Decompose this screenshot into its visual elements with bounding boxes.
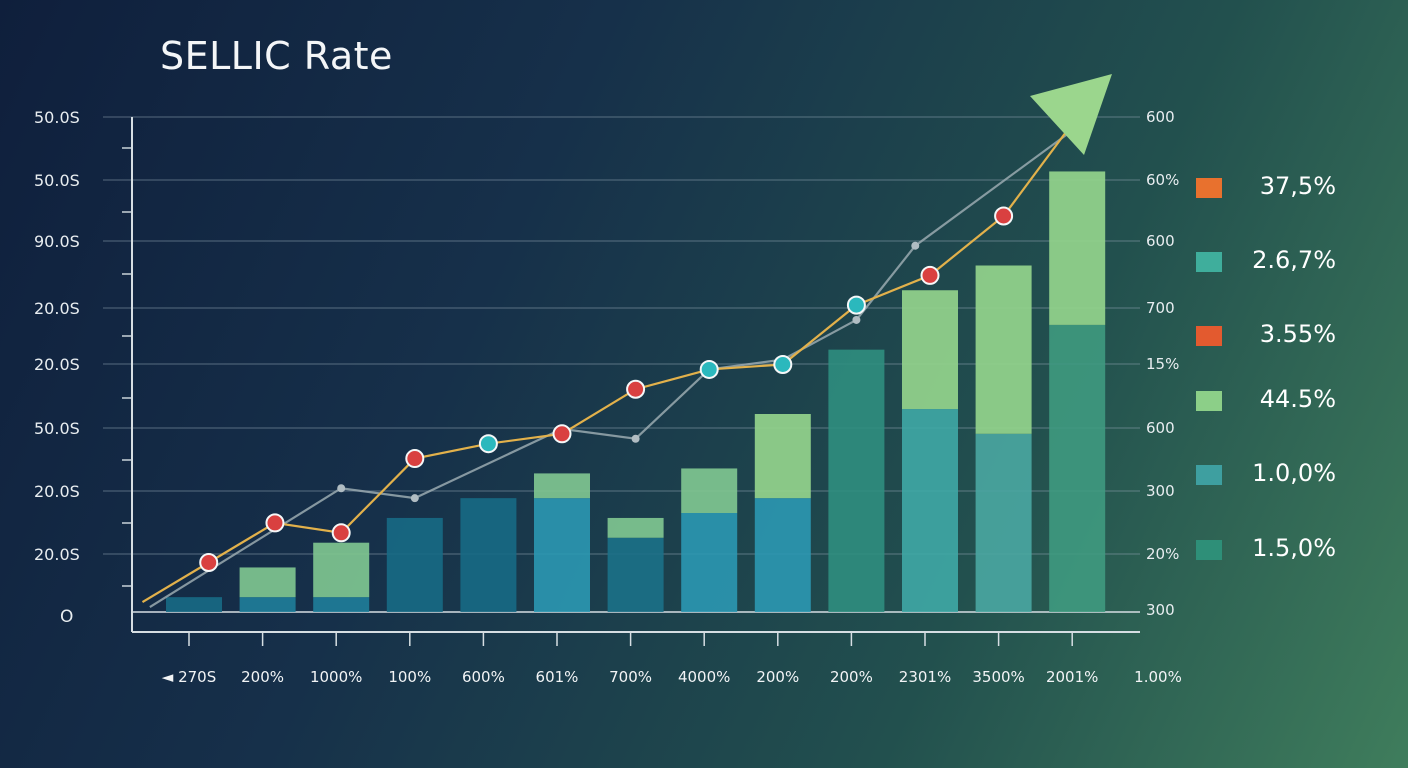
legend-swatch [1196, 540, 1222, 560]
data-point [199, 553, 219, 572]
x-tick-label: 200% [756, 668, 799, 686]
bar-segment [902, 290, 958, 410]
legend-swatch [1196, 178, 1222, 198]
y2-tick-label: 600 [1146, 108, 1175, 126]
data-point-gray [911, 241, 920, 250]
data-point [846, 295, 866, 315]
y-tick-label: 50.0S [34, 171, 80, 190]
bar-segment [754, 414, 811, 499]
data-point [405, 449, 425, 469]
x-tick-label: 700% [609, 668, 652, 686]
chart-title: SELLIC Rate [160, 34, 393, 78]
y2-tick-label: 700 [1146, 299, 1175, 317]
bar [460, 498, 517, 612]
series-line-gold [141, 116, 1079, 604]
bar [681, 513, 738, 612]
legend-item: 37,5% [1196, 172, 1346, 202]
bar-segment [681, 468, 738, 513]
data-point [699, 359, 719, 379]
x-tick-label: 2301% [899, 668, 951, 686]
data-point [994, 206, 1014, 226]
data-point [265, 513, 285, 533]
data-point [478, 434, 498, 454]
x-tick-label: 200% [241, 668, 284, 686]
y2-tick-label: 600 [1146, 419, 1175, 437]
bar-segment [975, 265, 1032, 434]
y2-tick-label: 300 [1146, 482, 1175, 500]
trend-arrow [1030, 74, 1112, 155]
y2-tick-label: 20% [1146, 545, 1179, 563]
y-tick-label: 20.0S [34, 545, 80, 564]
x-tick-label: 100% [388, 668, 431, 686]
bar [607, 537, 664, 612]
bar [534, 498, 590, 612]
x-tick-label: 600% [462, 668, 505, 686]
data-point [552, 424, 572, 444]
bar [386, 517, 443, 612]
bar [313, 597, 370, 612]
legend-item: 1.0,0% [1196, 459, 1346, 489]
y-tick-label: 50.0S [34, 419, 80, 438]
data-point [626, 379, 646, 399]
x-tick-label: 3500% [972, 668, 1024, 686]
legend-item: 2.6,7% [1196, 246, 1346, 276]
bar [975, 433, 1032, 612]
bar [239, 597, 296, 612]
data-point [331, 523, 351, 543]
y2-tick-label: 600 [1146, 232, 1175, 250]
legend-swatch [1196, 391, 1222, 411]
x-tick-label: ◄ 270S [162, 668, 216, 686]
y-tick-label: 50.0S [34, 108, 80, 127]
legend-item: 44.5% [1196, 385, 1346, 415]
legend-label: 37,5% [1259, 172, 1336, 200]
legend-label: 1.5,0% [1252, 534, 1336, 562]
data-point-gray [337, 484, 346, 493]
y-tick-label: 20.0S [34, 299, 80, 318]
x-tick-label: 2001% [1046, 668, 1098, 686]
bar-segment [239, 567, 296, 598]
bar-segment [313, 542, 370, 598]
x-tick-label: 4000% [678, 668, 730, 686]
data-point-gray [631, 434, 640, 443]
bar [1049, 324, 1106, 612]
legend-swatch [1196, 465, 1222, 485]
data-point-gray [852, 315, 861, 324]
bar [754, 498, 811, 612]
y2-tick-label: 300 [1146, 601, 1175, 619]
legend-item: 1.5,0% [1196, 534, 1346, 564]
legend-label: 2.6,7% [1252, 246, 1336, 274]
x-tick-label: 1.00% [1134, 668, 1182, 686]
y-tick-label-zero: O [60, 607, 73, 627]
bar-segment [534, 473, 590, 499]
bar [902, 409, 958, 612]
bar-segment [1049, 171, 1106, 325]
data-point-gray [410, 494, 419, 503]
y-tick-label: 20.0S [34, 482, 80, 501]
y2-tick-label: 15% [1146, 355, 1179, 373]
y2-tick-label: 60% [1146, 171, 1179, 189]
legend-label: 44.5% [1259, 385, 1336, 413]
legend-label: 3.55% [1259, 320, 1336, 348]
y-tick-label: 90.0S [34, 232, 80, 251]
x-tick-label: 1000% [310, 668, 362, 686]
legend-swatch [1196, 252, 1222, 272]
bar-segment [607, 517, 664, 538]
data-point [773, 355, 793, 374]
series-line-gray [149, 126, 1078, 608]
legend-label: 1.0,0% [1252, 459, 1336, 487]
y-tick-label: 20.0S [34, 355, 80, 374]
legend-swatch [1196, 326, 1222, 346]
x-tick-label: 601% [536, 668, 579, 686]
data-point [920, 265, 940, 285]
legend-item: 3.55% [1196, 320, 1346, 350]
bar [166, 597, 222, 612]
x-tick-label: 200% [830, 668, 873, 686]
bar [828, 349, 885, 612]
